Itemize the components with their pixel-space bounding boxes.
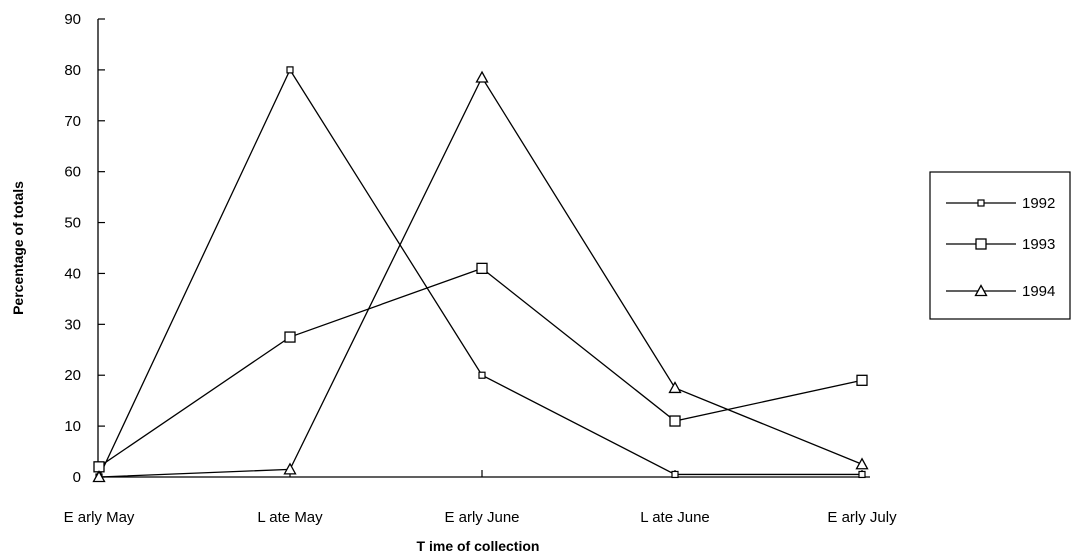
x-tick-label: E arly July xyxy=(827,509,897,526)
y-tick-label: 0 xyxy=(73,469,81,486)
legend-item-1993: 1993 xyxy=(946,236,1055,253)
x-tick-label: E arly June xyxy=(444,509,519,526)
x-tick-label: E arly May xyxy=(64,509,135,526)
legend-item-1992: 1992 xyxy=(946,195,1055,212)
y-tick-label: 10 xyxy=(64,418,81,435)
legend-item-1994: 1994 xyxy=(946,283,1055,300)
data-point-1992 xyxy=(671,470,679,479)
y-tick-label: 90 xyxy=(64,11,81,28)
series-layer xyxy=(92,66,869,483)
series-1993 xyxy=(93,262,868,473)
y-tick-label: 30 xyxy=(64,316,81,333)
y-tick-label: 20 xyxy=(64,367,81,384)
legend-label: 1994 xyxy=(1022,283,1055,300)
legend-marker xyxy=(974,284,988,297)
y-tick-label: 60 xyxy=(64,164,81,181)
legend: 1992 1993 1994 xyxy=(929,171,1071,320)
x-tick-label: L ate May xyxy=(257,509,323,526)
y-axis: 0 10 20 30 40 50 60 70 80 90 xyxy=(64,11,105,486)
series-line-1994 xyxy=(98,76,863,478)
data-point-1994 xyxy=(283,462,297,475)
x-tick-label: L ate June xyxy=(640,509,710,526)
y-axis-title: Percentage of totals xyxy=(10,181,26,315)
series-1994 xyxy=(92,70,869,483)
legend-label: 1993 xyxy=(1022,236,1055,253)
data-point-1992 xyxy=(478,371,486,379)
legend-box xyxy=(929,171,1071,320)
y-tick-label: 40 xyxy=(64,265,81,282)
x-axis: E arly May L ate May E arly June L ate June… xyxy=(64,470,897,526)
data-point-1994 xyxy=(855,457,869,470)
data-point-1994 xyxy=(92,470,106,483)
legend-marker xyxy=(975,238,987,250)
y-tick-label: 50 xyxy=(64,215,81,232)
data-point-1992 xyxy=(286,66,294,74)
data-point-1994 xyxy=(668,381,682,394)
legend-label: 1992 xyxy=(1022,195,1055,212)
data-point-1994 xyxy=(475,70,489,83)
data-point-1993 xyxy=(856,374,868,386)
data-point-1992 xyxy=(858,470,866,479)
data-point-1993 xyxy=(476,262,488,275)
y-tick-label: 80 xyxy=(64,62,81,79)
x-axis-title: T ime of collection xyxy=(417,538,540,554)
data-point-1993 xyxy=(284,331,296,343)
legend-marker xyxy=(977,199,985,207)
y-tick-label: 70 xyxy=(64,113,81,130)
data-point-1993 xyxy=(669,415,681,427)
series-line-1993 xyxy=(98,267,863,468)
